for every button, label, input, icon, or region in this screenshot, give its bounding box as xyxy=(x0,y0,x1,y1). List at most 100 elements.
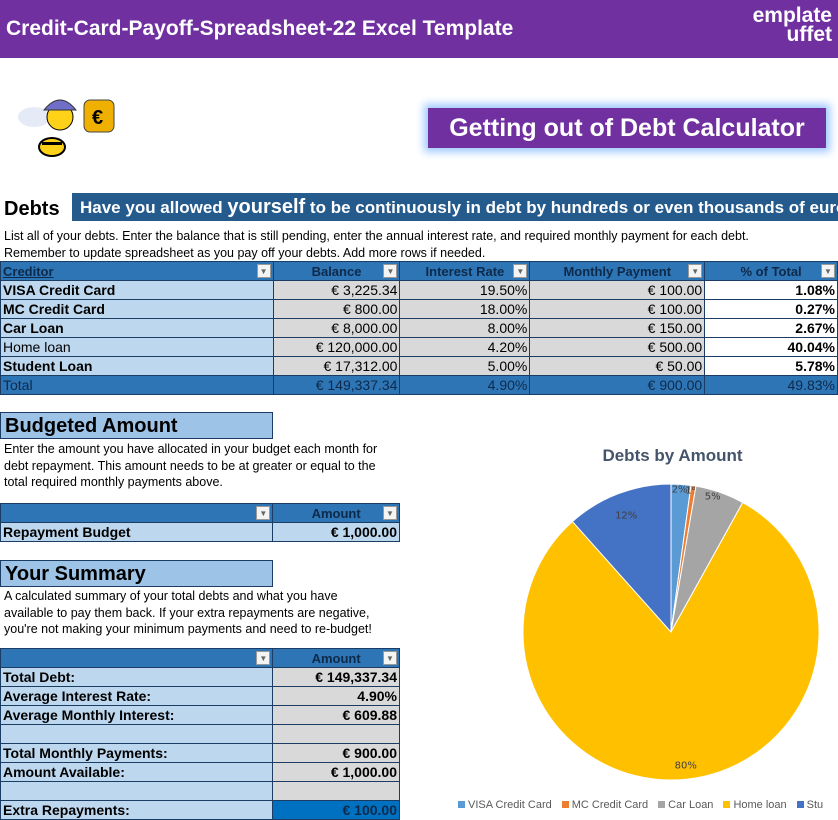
column-header[interactable]: Balance ▼ xyxy=(272,261,401,281)
table-cell[interactable]: 2.67% xyxy=(704,318,838,338)
desc-line: available to pay them back. If your extr… xyxy=(4,605,370,620)
banner-text-end: to be continuously in debt by hundreds o… xyxy=(305,198,838,217)
header-label: Amount xyxy=(311,650,361,666)
legend-label: VISA Credit Card xyxy=(468,799,552,811)
table-cell[interactable]: Home loan xyxy=(0,337,274,357)
table-cell[interactable]: 1.08% xyxy=(704,280,838,300)
filter-dropdown-icon[interactable]: ▼ xyxy=(256,264,271,278)
header-label: Creditor xyxy=(3,263,54,279)
column-header[interactable]: % of Total ▼ xyxy=(704,261,838,281)
summary-value: € 900.00 xyxy=(272,743,400,763)
summary-value: € 1,000.00 xyxy=(272,762,400,782)
summary-table: ▼ Amount ▼ Total Debt: € 149,337.34 Average I… xyxy=(0,648,400,820)
table-cell[interactable]: € 500.00 xyxy=(529,337,706,357)
table-cell[interactable]: € 100.00 xyxy=(529,280,706,300)
budget-table: ▼ Amount ▼ Repayment Budget € 1,000.00 xyxy=(0,503,400,542)
header-label: % of Total xyxy=(740,263,802,279)
summary-row: Average Interest Rate: 4.90% xyxy=(0,686,400,706)
summary-description: A calculated summary of your total debts… xyxy=(4,588,372,638)
budget-header-blank[interactable]: ▼ xyxy=(0,503,274,523)
column-header[interactable]: Interest Rate ▼ xyxy=(399,261,531,281)
summary-value: € 100.00 xyxy=(272,800,400,820)
summary-label xyxy=(0,781,274,801)
chart-legend: VISA Credit Card MC Credit Card Car Loan Ho… xyxy=(458,799,833,811)
table-cell[interactable]: € 3,225.34 xyxy=(272,280,401,300)
table-cell[interactable]: 5.00% xyxy=(399,356,531,376)
filter-dropdown-icon[interactable]: ▼ xyxy=(513,264,528,278)
legend-swatch-icon xyxy=(658,801,666,808)
filter-dropdown-icon[interactable]: ▼ xyxy=(256,506,271,520)
window-title: Credit-Card-Payoff-Spreadsheet-22 Excel … xyxy=(6,17,514,40)
legend-swatch-icon xyxy=(561,801,569,808)
debts-banner: Have you allowed yourself to be continuo… xyxy=(72,193,838,221)
table-cell[interactable]: 5.78% xyxy=(704,356,838,376)
desc-line: you're not making your minimum payments … xyxy=(4,622,372,636)
pie-slice-student-loan xyxy=(571,483,672,634)
total-cell: € 900.00 xyxy=(529,375,706,395)
bee-mascot-image: € xyxy=(18,99,115,157)
table-cell[interactable]: € 50.00 xyxy=(529,356,706,376)
header-label: Balance xyxy=(311,263,362,279)
chart-title: Debts by Amount xyxy=(602,446,743,465)
summary-header-blank[interactable]: ▼ xyxy=(0,648,274,668)
desc-line: List all of your debts. Enter the balanc… xyxy=(4,229,749,243)
summary-row xyxy=(0,724,400,744)
desc-line: debt repayment. This amount needs to be … xyxy=(4,458,376,473)
summary-value xyxy=(272,781,400,801)
pie-data-label: 12% xyxy=(615,510,637,521)
summary-label xyxy=(0,724,274,744)
total-cell: € 149,337.34 xyxy=(272,375,401,395)
desc-line: Enter the amount you have allocated in y… xyxy=(4,442,378,456)
table-cell[interactable]: 4.20% xyxy=(399,337,531,357)
budget-header-amount[interactable]: Amount ▼ xyxy=(272,503,400,523)
desc-line: A calculated summary of your total debts… xyxy=(4,589,338,603)
table-cell[interactable]: € 800.00 xyxy=(272,299,401,319)
summary-label: Average Interest Rate: xyxy=(0,686,274,706)
summary-value: € 149,337.34 xyxy=(272,667,400,687)
table-cell[interactable]: 19.50% xyxy=(399,280,531,300)
table-cell[interactable]: 18.00% xyxy=(399,299,531,319)
template-buffet-logo: emplate uffet xyxy=(752,4,832,46)
column-header[interactable]: Monthly Payment ▼ xyxy=(529,261,706,281)
budget-description: Enter the amount you have allocated in y… xyxy=(4,441,377,491)
table-cell[interactable]: MC Credit Card xyxy=(0,299,274,319)
table-cell[interactable]: € 120,000.00 xyxy=(272,337,401,357)
table-row: Student Loan € 17,312.00 5.00% € 50.00 5.78% xyxy=(0,356,838,376)
debts-section-label: Debts xyxy=(4,198,60,220)
table-cell[interactable]: Car Loan xyxy=(0,318,274,338)
summary-row: Extra Repayments: € 100.00 xyxy=(0,800,400,820)
table-cell[interactable]: € 17,312.00 xyxy=(272,356,401,376)
pie-data-label: 2% xyxy=(672,484,688,495)
repayment-budget-label: Repayment Budget xyxy=(0,522,274,542)
legend-item: MC Credit Card xyxy=(561,799,648,811)
table-cell[interactable]: 0.27% xyxy=(704,299,838,319)
legend-label: Home loan xyxy=(733,799,787,811)
title-bar: Credit-Card-Payoff-Spreadsheet-22 Excel … xyxy=(0,0,838,58)
table-cell[interactable]: € 150.00 xyxy=(529,318,706,338)
table-row: MC Credit Card € 800.00 18.00% € 100.00 0.27… xyxy=(0,299,838,319)
table-cell[interactable]: Student Loan xyxy=(0,356,274,376)
debts-description: List all of your debts. Enter the balanc… xyxy=(4,228,749,261)
summary-row xyxy=(0,781,400,801)
legend-swatch-icon xyxy=(458,801,465,808)
filter-dropdown-icon[interactable]: ▼ xyxy=(383,264,398,278)
desc-line: total required monthly payments above. xyxy=(4,475,223,489)
filter-dropdown-icon[interactable]: ▼ xyxy=(688,264,703,278)
total-cell: Total xyxy=(0,375,274,395)
summary-section-title: Your Summary xyxy=(0,560,273,587)
legend-label: Car Loan xyxy=(668,799,714,811)
legend-item: Home loan xyxy=(723,799,787,811)
filter-dropdown-icon[interactable]: ▼ xyxy=(256,651,271,665)
table-cell[interactable]: 40.04% xyxy=(704,337,838,357)
filter-dropdown-icon[interactable]: ▼ xyxy=(383,651,397,665)
summary-header-amount[interactable]: Amount ▼ xyxy=(272,648,400,668)
table-cell[interactable]: € 100.00 xyxy=(529,299,706,319)
filter-dropdown-icon[interactable]: ▼ xyxy=(821,264,835,278)
pie-data-label: 1% xyxy=(685,486,701,497)
repayment-budget-input[interactable]: € 1,000.00 xyxy=(272,522,400,542)
column-header[interactable]: Creditor ▼ xyxy=(0,261,274,281)
filter-dropdown-icon[interactable]: ▼ xyxy=(383,506,397,520)
header-label: Monthly Payment xyxy=(563,263,672,279)
table-cell[interactable]: € 8,000.00 xyxy=(272,318,401,338)
svg-text:€: € xyxy=(92,107,103,129)
